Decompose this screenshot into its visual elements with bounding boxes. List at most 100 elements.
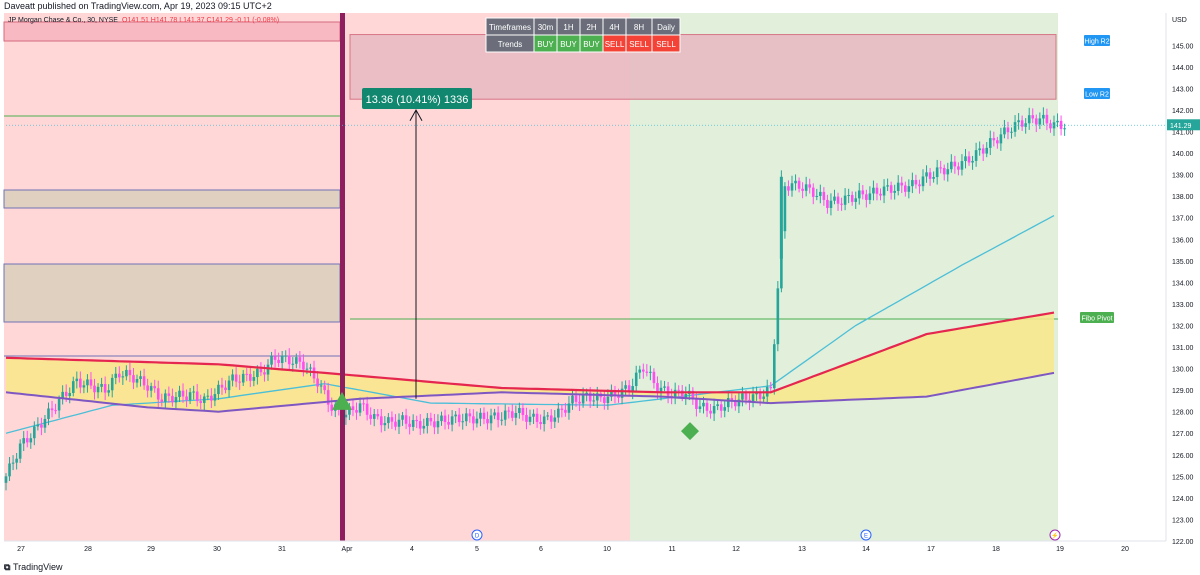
candle-body (241, 373, 245, 383)
candle-body (142, 376, 146, 386)
candle-body (40, 424, 43, 428)
candle-body (744, 393, 748, 400)
candle-body (277, 359, 280, 364)
candle-body (68, 392, 72, 396)
candle-body (450, 416, 454, 425)
candle-body (564, 409, 567, 413)
candle-body (719, 404, 723, 411)
candle-body (985, 147, 989, 154)
candle-body (291, 363, 295, 365)
candle-body (900, 182, 904, 186)
candle-body (54, 410, 57, 412)
candle-body (741, 393, 744, 400)
buy-triangle-marker (332, 391, 352, 410)
y-axis: USD 122.00 123.00 124.00 125.00 126.00 127.00 1… (1165, 13, 1200, 546)
y-tick-label: 130.00 (1172, 367, 1194, 374)
candle-body (698, 406, 702, 409)
y-tick-label: 140.00 (1172, 151, 1194, 158)
candle-body (957, 166, 960, 170)
y-tick-label: 135.00 (1172, 259, 1194, 266)
candle-body (737, 399, 741, 407)
candle-body (57, 398, 61, 411)
diamond-marker (681, 422, 699, 441)
candle-body (202, 396, 206, 403)
candle-body (224, 387, 227, 391)
candle-body (146, 385, 149, 391)
measure-arrowhead (409, 108, 423, 121)
y-tick-label: 122.00 (1172, 539, 1194, 546)
event-icon-circle (860, 529, 872, 541)
candle-body (86, 379, 89, 386)
candle-body (479, 412, 482, 419)
candle-body (153, 386, 157, 389)
candle-body (408, 423, 411, 427)
candle-body (815, 195, 819, 197)
candle-body (404, 415, 408, 424)
candle-body (804, 184, 808, 191)
candle-body (617, 395, 620, 398)
candle-body (620, 388, 624, 398)
candle-body (946, 169, 950, 175)
candle-body (440, 415, 443, 422)
event-icon-circle (471, 529, 483, 541)
candle-body (734, 400, 737, 407)
y-tick-label: 129.00 (1172, 388, 1194, 395)
candle-body (521, 407, 525, 416)
candle-body (1042, 114, 1045, 119)
candle-body (248, 373, 252, 381)
y-tick-label: 131.00 (1172, 345, 1194, 352)
candle-body (610, 390, 613, 397)
candle-body (174, 397, 178, 403)
candle-body (489, 415, 493, 424)
candle-body (75, 378, 79, 382)
candle-body (886, 185, 889, 187)
tradingview-logo-icon: ⧉ (4, 562, 13, 572)
candle-body (181, 390, 185, 397)
candle-body (195, 391, 199, 402)
candle-body (213, 394, 217, 401)
candle-body (25, 438, 29, 443)
candle-body (1017, 120, 1020, 123)
candle-body (348, 406, 351, 415)
bg-buy-right (630, 13, 1058, 541)
candle-body (865, 194, 868, 200)
candle-body (227, 380, 231, 391)
candle-body (843, 195, 847, 205)
y-tick-label: 136.00 (1172, 237, 1194, 244)
candle-body (872, 187, 875, 194)
last-price-text: 141.29 (1170, 123, 1192, 130)
x-tick-label: 17 (927, 546, 935, 553)
candle-body (953, 161, 957, 167)
y-tick-label: 132.00 (1172, 323, 1194, 330)
x-tick-label: 14 (862, 546, 870, 553)
candle-body (433, 421, 436, 428)
x-tick-label: 29 (147, 546, 155, 553)
candle-body (4, 476, 8, 483)
candle-body (659, 387, 663, 394)
candle-body (776, 288, 780, 345)
candle-body (454, 414, 457, 417)
event-icon-0: D (471, 529, 483, 541)
level-label-bg-0 (1084, 35, 1110, 46)
candle-body (588, 392, 592, 402)
trend-value-0: BUY (537, 40, 554, 49)
candle-body (43, 418, 47, 428)
event-icon-label: D (475, 534, 480, 540)
symbol-name: JP Morgan Chase & Co., 30, NYSE (8, 17, 118, 24)
candle-body (999, 134, 1003, 144)
candle-body (964, 156, 967, 162)
candle-body (595, 393, 599, 401)
candle-body (666, 386, 670, 396)
candle-body (411, 419, 415, 427)
candle-body (560, 408, 564, 410)
candle-body (546, 415, 550, 417)
candle-body (634, 372, 638, 387)
x-tick-label: 10 (603, 546, 611, 553)
candle-body (309, 367, 312, 369)
candle-body (1059, 120, 1063, 129)
candle-body (988, 138, 992, 148)
candle-body (418, 421, 422, 429)
candle-body (525, 415, 528, 422)
candle-body (457, 414, 461, 423)
